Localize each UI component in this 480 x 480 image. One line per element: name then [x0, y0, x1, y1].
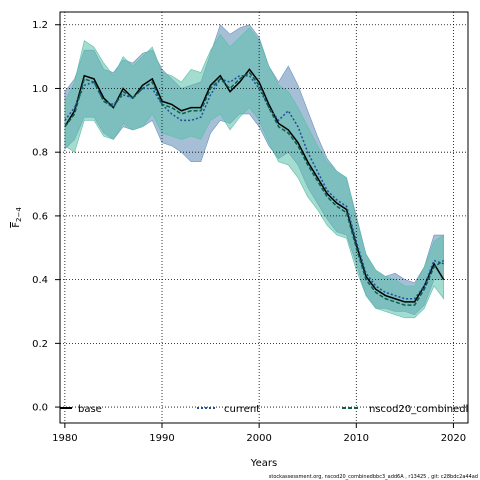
confidence-bands	[64, 24, 445, 319]
x-tick-label: 2010	[344, 433, 369, 444]
svg-text:F2−4: F2−4	[11, 207, 23, 228]
legend-item-current: current	[197, 404, 260, 415]
legend-label: current	[224, 404, 260, 415]
y-tick-label: 0.0	[32, 403, 48, 414]
x-axis-title: Years	[250, 458, 277, 469]
x-tick-label: 2020	[441, 433, 466, 444]
y-tick-label: 1.0	[32, 84, 48, 95]
y-tick-label: 0.8	[32, 148, 48, 159]
series-lines	[64, 68, 445, 306]
y-tick-label: 1.2	[32, 20, 48, 31]
legend: base current nscod20_combinedl	[60, 404, 468, 415]
series-line-base	[64, 68, 445, 303]
y-axis-title-main: F	[11, 222, 22, 228]
legend-item-nscod20_combinedl: nscod20_combinedl	[342, 404, 468, 415]
y-tick-label: 0.2	[32, 339, 48, 350]
band-nscod20_combinedl	[64, 27, 445, 319]
y-axis-title: F2−4	[11, 207, 23, 228]
footer-note: stockassessment.org, nscod20_combinedbbc…	[269, 474, 478, 480]
x-tick-label: 2000	[246, 433, 271, 444]
y-tick-label: 0.4	[32, 275, 48, 286]
series-line-nscod20_combinedl	[64, 71, 445, 306]
legend-item-base: base	[60, 404, 102, 415]
grid-lines	[60, 12, 468, 423]
y-axis-title-subscript: 2−4	[15, 207, 23, 222]
legend-label: base	[78, 404, 102, 415]
legend-label: nscod20_combinedl	[369, 404, 468, 415]
y-tick-label: 0.6	[32, 211, 48, 222]
series-line-current	[64, 74, 444, 300]
x-tick-label: 1980	[52, 433, 77, 444]
axis-ticks: 1980 1990 2000 2010 2020 0.0 0.2 0.4 0.6 0.8 1.0 1.…	[32, 20, 466, 444]
plot-frame	[59, 11, 469, 424]
x-tick-label: 1990	[149, 433, 174, 444]
